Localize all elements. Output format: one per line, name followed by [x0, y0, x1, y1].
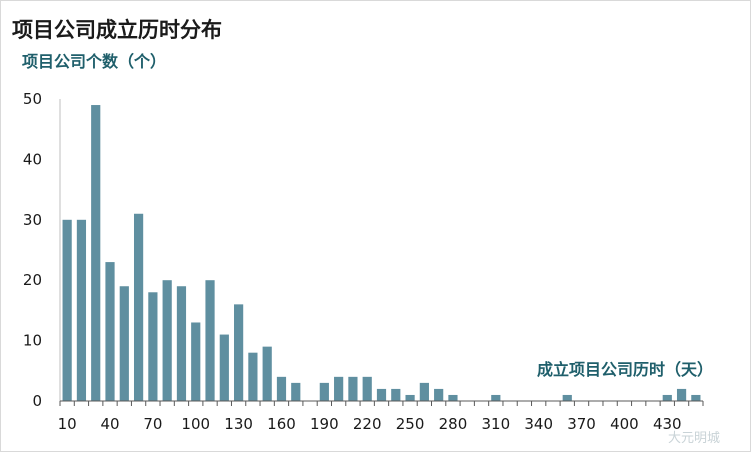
bar-190 — [319, 382, 329, 401]
x-tick-label: 220 — [353, 415, 382, 433]
bar-250 — [405, 394, 415, 401]
watermark: 大元明城 — [668, 431, 721, 446]
x-tick-label: 430 — [653, 415, 682, 433]
bar-60 — [133, 213, 144, 401]
bar-200 — [334, 376, 344, 401]
bar-270 — [434, 388, 444, 401]
y-tick-label: 50 — [23, 90, 42, 108]
bar-240 — [391, 388, 401, 401]
bar-210 — [348, 376, 358, 401]
bar-280 — [448, 394, 458, 401]
x-tick-label: 370 — [567, 415, 596, 433]
bar-80 — [162, 280, 172, 401]
bar-310 — [491, 394, 501, 401]
bar-160 — [276, 376, 287, 401]
bar-430 — [662, 394, 672, 401]
bar-360 — [562, 394, 572, 401]
y-tick-label: 10 — [23, 332, 42, 350]
bar-70 — [148, 292, 158, 401]
bar-140 — [248, 352, 258, 401]
x-tick-label: 10 — [58, 415, 77, 433]
y-tick-label: 40 — [23, 150, 42, 168]
bar-100 — [191, 322, 201, 401]
bar-30 — [91, 105, 101, 401]
bar-90 — [176, 286, 187, 401]
bar-10 — [62, 219, 72, 401]
bar-260 — [419, 382, 429, 401]
y-axis-label: 项目公司个数（个） — [22, 52, 167, 71]
x-tick-label: 190 — [310, 415, 339, 433]
x-tick-label: 130 — [224, 415, 253, 433]
bar-220 — [362, 376, 372, 401]
bar-230 — [376, 388, 387, 401]
bar-40 — [105, 262, 115, 401]
chart-title: 项目公司成立历时分布 — [12, 18, 222, 42]
bar-150 — [262, 346, 272, 401]
bar-170 — [291, 382, 301, 401]
x-tick-label: 280 — [439, 415, 468, 433]
x-tick-label: 340 — [524, 415, 553, 433]
y-tick-label: 30 — [23, 211, 42, 229]
x-tick-label: 400 — [610, 415, 639, 433]
bar-120 — [219, 334, 229, 401]
bar-110 — [205, 280, 215, 401]
x-tick-label: 310 — [481, 415, 510, 433]
bar-130 — [234, 304, 244, 401]
bar-450 — [691, 394, 701, 401]
bar-20 — [76, 219, 87, 401]
bar-440 — [676, 388, 687, 401]
x-axis-label: 成立项目公司历时（天） — [537, 360, 714, 379]
x-tick-label: 70 — [143, 415, 162, 433]
x-tick-label: 100 — [181, 415, 210, 433]
bar-50 — [119, 286, 129, 401]
x-tick-label: 40 — [100, 415, 119, 433]
y-tick-label: 0 — [32, 392, 42, 410]
y-tick-label: 20 — [23, 271, 42, 289]
x-tick-label: 160 — [267, 415, 296, 433]
x-tick-label: 250 — [396, 415, 425, 433]
